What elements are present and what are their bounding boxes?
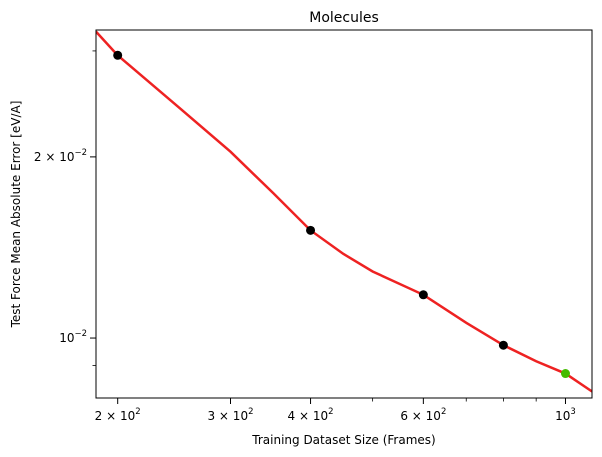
x-tick-label: 103 xyxy=(555,407,576,423)
y-tick-label: 2 × 10−2 xyxy=(34,148,87,164)
data-point xyxy=(418,290,428,300)
data-point xyxy=(113,50,123,60)
y-tick-label: 10−2 xyxy=(59,329,87,345)
plot-frame xyxy=(95,29,593,399)
x-tick-label: 4 × 102 xyxy=(288,407,334,423)
x-tick-label: 3 × 102 xyxy=(207,407,253,423)
fit-line xyxy=(96,30,592,393)
x-tick-label: 6 × 102 xyxy=(400,407,446,423)
data-point xyxy=(498,340,508,350)
chart-title: Molecules xyxy=(309,10,379,26)
x-tick-label: 2 × 102 xyxy=(95,407,141,423)
x-axis-label: Training Dataset Size (Frames) xyxy=(251,433,435,447)
data-point xyxy=(306,225,316,235)
y-axis-label: Test Force Mean Absolute Error [eV/A] xyxy=(9,101,23,329)
data-point xyxy=(560,369,570,379)
